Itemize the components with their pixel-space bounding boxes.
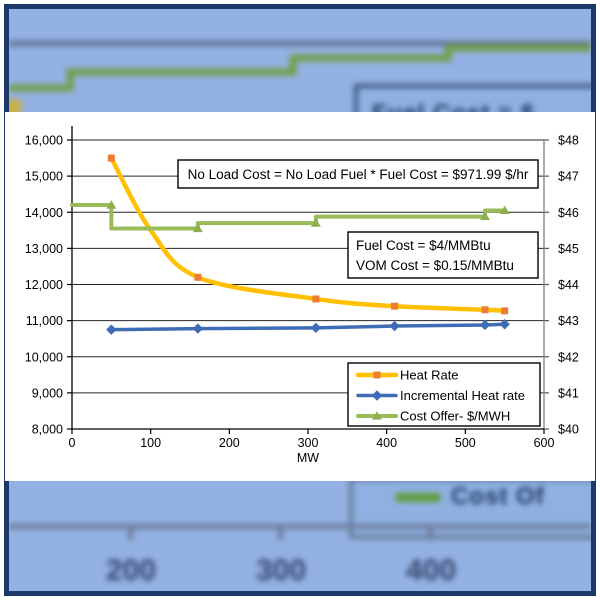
blurred-axis-tick (428, 529, 433, 540)
legend-entry-incremental-heat-rate: Incremental Heat rate (356, 388, 525, 403)
series-marker-cost-offer-mwh (499, 205, 510, 215)
left-axis-tick-label: 9,000 (32, 386, 63, 400)
blurred-green-step-line (9, 44, 591, 92)
right-axis-tick-label: $44 (558, 278, 579, 292)
blurred-x-label-400: 400 (405, 554, 457, 587)
left-axis-tick-label: 8,000 (32, 423, 63, 437)
annotation-text: VOM Cost = $0.15/MMBtu (356, 258, 514, 273)
series-marker-heat-rate (481, 306, 489, 314)
blurred-legend-box: Cost Of (349, 477, 591, 539)
series-line-incremental-heat-rate (109, 322, 507, 332)
series-marker-incremental-heat-rate (106, 324, 117, 335)
series-marker-heat-rate (312, 295, 320, 303)
legend-label: Incremental Heat rate (400, 388, 525, 403)
series-marker-heat-rate (194, 273, 202, 281)
x-axis-tick-label: 500 (455, 436, 476, 450)
legend-label: Cost Offer- $/MWH (400, 409, 510, 424)
legend-marker-sample (372, 411, 382, 420)
series-marker-cost-offer-mwh (192, 223, 203, 233)
left-axis-tick-label: 11,000 (26, 314, 63, 328)
legend-marker-sample (373, 371, 381, 379)
x-axis-tick-label: 300 (298, 436, 319, 450)
annotation-text: Fuel Cost = $4/MMBtu (356, 238, 491, 253)
legend-entry-heat-rate: Heat Rate (355, 368, 459, 383)
blurred-axis-tick (278, 529, 283, 540)
blurred-gridline-top (9, 41, 591, 46)
blurred-x-label-200: 200 (105, 554, 157, 587)
x-axis-tick-label: 0 (69, 436, 76, 450)
annotation-fuel-vom-cost-note: Fuel Cost = $4/MMBtu VOM Cost = $0.15/MMB… (347, 231, 539, 279)
x-axis-tick-label: 600 (534, 436, 555, 450)
left-axis-tick-label: 12,000 (25, 278, 63, 292)
series-marker-heat-rate (501, 307, 509, 315)
series-marker-heat-rate (391, 302, 399, 310)
legend-marker-sample (371, 390, 383, 401)
series-marker-cost-offer-mwh (106, 200, 117, 209)
annotation-box (177, 159, 539, 189)
annotation-text: No Load Cost = No Load Fuel * Fuel Cost … (188, 167, 529, 182)
legend-entry-cost-offer-mwh: Cost Offer- $/MWH (356, 409, 510, 424)
right-axis-tick-label: $42 (558, 350, 579, 364)
blurred-axis-line-bottom (9, 524, 591, 529)
series-incremental-heat-rate (106, 319, 510, 335)
series-marker-heat-rate (107, 154, 115, 162)
right-axis-tick-label: $47 (558, 170, 579, 184)
x-axis-tick-label: 400 (376, 436, 397, 450)
right-axis-tick-label: $43 (558, 314, 579, 328)
right-axis-tick-label: $48 (558, 134, 579, 148)
series-marker-cost-offer-mwh (310, 218, 321, 227)
series-marker-cost-offer-mwh (480, 211, 490, 221)
right-axis-tick-label: $41 (558, 386, 579, 400)
series-marker-incremental-heat-rate (310, 322, 322, 334)
annotation-box (347, 231, 539, 279)
annotation-no-load-cost-note: No Load Cost = No Load Fuel * Fuel Cost … (177, 159, 539, 189)
legend: Heat Rate Incremental Heat rate Cost Offer… (347, 362, 541, 427)
right-axis-tick-label: $40 (558, 423, 579, 437)
series-cost-offer-mwh (70, 200, 510, 233)
legend-label: Heat Rate (400, 368, 459, 383)
series-marker-incremental-heat-rate (499, 319, 510, 330)
chart-panel: 16,000 $48 15,000 $47 14,000 $46 13,000 $45 12,0… (5, 112, 595, 481)
blurred-axis-tick (128, 529, 133, 540)
x-axis-tick-label: 100 (140, 436, 161, 450)
series-marker-incremental-heat-rate (479, 319, 491, 331)
right-axis-tick-label: $45 (558, 242, 579, 256)
blurred-x-label-300: 300 (255, 554, 307, 587)
chart-canvas: 16,000 $48 15,000 $47 14,000 $46 13,000 $45 12,0… (25, 126, 579, 465)
blurred-legend-text: Cost Of (451, 483, 545, 510)
right-axis-tick-label: $46 (558, 206, 579, 220)
left-axis-tick-label: 13,000 (25, 242, 63, 256)
series-marker-incremental-heat-rate (192, 323, 204, 334)
x-axis-tick-label: 200 (219, 436, 240, 450)
left-axis-tick-label: 14,000 (25, 206, 63, 220)
left-axis-tick-label: 10,000 (25, 350, 63, 364)
x-axis-title: MW (297, 451, 319, 465)
series-marker-incremental-heat-rate (389, 320, 400, 332)
left-axis-tick-label: 15,000 (25, 170, 63, 184)
blurred-legend-green-dash (395, 493, 441, 502)
left-axis-tick-label: 16,000 (25, 134, 63, 148)
